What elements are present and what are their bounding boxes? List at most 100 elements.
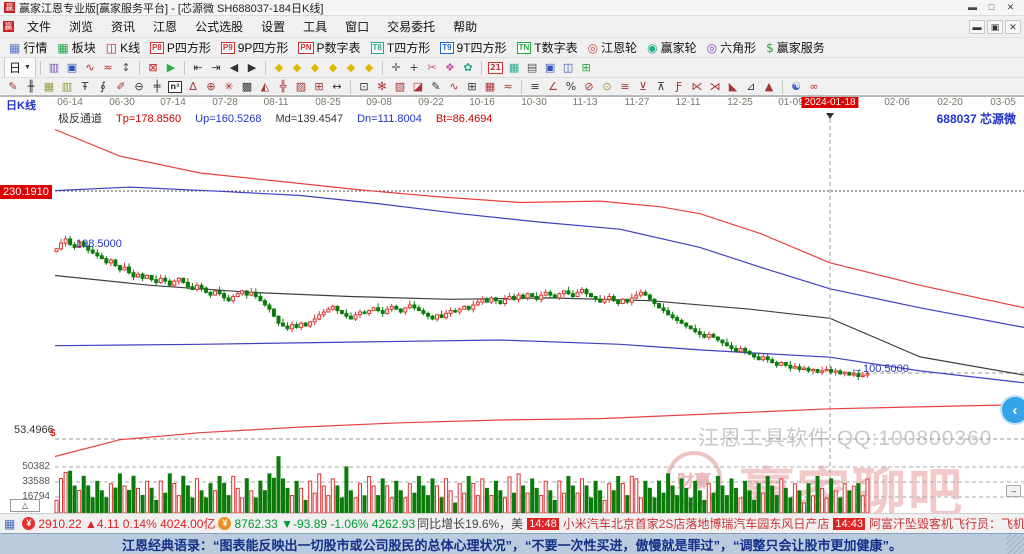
t-square-button[interactable]: T8 T四方形 <box>366 38 436 57</box>
draw-circle-tool[interactable]: ⊖ <box>134 80 144 93</box>
minimize-button[interactable]: ▬ <box>968 2 977 12</box>
p-number-table-button[interactable]: PN P数字表 <box>293 38 365 57</box>
next-bar-button[interactable]: ▶ <box>247 61 257 74</box>
p-square-button[interactable]: P8 P四方形 <box>145 38 216 57</box>
expand-left-button[interactable]: ◆ <box>310 61 320 74</box>
chart-style-candle-button[interactable]: ▥ <box>48 61 60 74</box>
draw-f-tool[interactable]: Ƒ <box>675 80 683 93</box>
draw-curve-tool[interactable]: ∿ <box>449 80 459 93</box>
sz-index-quote[interactable]: 8762.33 ▼-93.89 -1.06% 4262.93 <box>234 516 416 531</box>
draw-ltimes-tool[interactable]: ⋉ <box>691 80 703 93</box>
menu-item-5[interactable]: 设置 <box>261 20 286 34</box>
swing-tool-button[interactable]: ≈ <box>103 61 113 74</box>
magnet-tool-button[interactable]: ❖ <box>445 61 455 74</box>
draw-hatch-tool[interactable]: ▨ <box>295 80 307 93</box>
calculator-button[interactable]: ▦ <box>508 61 520 74</box>
draw-rtimes-tool[interactable]: ⋊ <box>709 80 721 93</box>
save-as-button[interactable]: ◫ <box>562 61 574 74</box>
draw-cycle-tool[interactable]: ⊘ <box>584 80 594 93</box>
cut-tool-button[interactable]: ✂ <box>427 61 437 74</box>
menu-item-6[interactable]: 工具 <box>303 20 328 34</box>
sectors-button[interactable]: ▦ 板块 <box>52 38 100 57</box>
winner-wheel-button[interactable]: ◉ 赢家轮 <box>642 38 702 57</box>
draw-parallel-tool[interactable]: ≈ <box>503 80 513 93</box>
draw-fork-down-tool[interactable]: ⊼ <box>656 80 666 93</box>
draw-mesh-tool[interactable]: ▦ <box>484 80 496 93</box>
menu-item-4[interactable]: 公式选股 <box>195 20 244 34</box>
draw-pen-tool[interactable]: ✎ <box>8 80 18 93</box>
updown-tool-button[interactable]: ↕ <box>121 61 131 74</box>
draw-congruence-tool[interactable]: ≅ <box>620 80 630 93</box>
draw-angle-tool[interactable]: ∆ <box>189 80 197 93</box>
sh-index-quote[interactable]: 2910.22 ▲4.11 0.14% 4024.00亿 <box>38 517 216 531</box>
draw-n2-tool[interactable]: n² <box>166 79 184 95</box>
t-number-table-button[interactable]: TN T数字表 <box>512 38 583 57</box>
draw-span-tool[interactable]: ↔ <box>332 80 342 93</box>
menu-item-2[interactable]: 资讯 <box>111 20 136 34</box>
hexagon-button[interactable]: ◎ 六角形 <box>702 38 762 57</box>
trend-line-button[interactable]: ∿ <box>85 61 95 74</box>
market-quotes-button[interactable]: ▦ 行情 <box>4 38 52 57</box>
draw-cross-grid-tool[interactable]: ╬ <box>279 80 287 93</box>
draw-grid-tool[interactable]: ╫ <box>27 80 35 93</box>
draw-wave-tool[interactable]: ◭ <box>260 80 270 93</box>
export-button[interactable]: ⊞ <box>581 61 591 74</box>
menu-item-8[interactable]: 交易委托 <box>387 20 436 34</box>
delete-tool-button[interactable]: ⊠ <box>148 61 158 74</box>
draw-fill-tool[interactable]: ▧ <box>394 80 406 93</box>
mdi-restore-button[interactable]: ▣ <box>987 19 1003 34</box>
winner-service-button[interactable]: $ 赢家服务 <box>761 38 830 57</box>
resize-grip[interactable] <box>1006 534 1024 554</box>
draw-rect-tool[interactable]: ⊡ <box>359 80 369 93</box>
market-grid-icon[interactable]: ▦ <box>4 516 16 531</box>
save-button[interactable]: ▣ <box>544 61 556 74</box>
maximize-button[interactable]: □ <box>988 2 995 12</box>
scroll-right-button[interactable]: → <box>1006 485 1021 497</box>
expand-x-button[interactable]: ◆ <box>364 61 374 74</box>
draw-box-grid-tool[interactable]: ⊞ <box>314 80 324 93</box>
zoom-out-button[interactable]: ◆ <box>274 61 284 74</box>
flag-tool-button[interactable]: ▶ <box>166 61 176 74</box>
draw-gann-circle-tool[interactable]: ⊕ <box>206 80 216 93</box>
first-page-button[interactable]: ⇤ <box>193 61 203 74</box>
menu-item-7[interactable]: 窗口 <box>345 20 370 34</box>
menu-item-9[interactable]: 帮助 <box>453 20 478 34</box>
paint-tool-button[interactable]: ✿ <box>463 61 473 74</box>
draw-tri-tool[interactable]: ▲ <box>764 80 774 93</box>
draw-wedge-tool[interactable]: ◣ <box>728 80 738 93</box>
draw-spiral-tool[interactable]: ∮ <box>100 80 106 93</box>
infinity-tool[interactable]: ∞ <box>809 80 819 93</box>
menu-item-3[interactable]: 江恩 <box>153 20 178 34</box>
draw-shade-tool[interactable]: ▩ <box>241 80 253 93</box>
draw-corner-tool[interactable]: ◪ <box>412 80 424 93</box>
draw-levels-tool[interactable]: ≡ <box>530 80 540 93</box>
menu-item-0[interactable]: 文件 <box>27 20 52 34</box>
volume-expand-button[interactable]: △ <box>10 499 40 512</box>
crosshair-tool-button[interactable]: + <box>409 61 419 74</box>
expand-right-button[interactable]: ◆ <box>328 61 338 74</box>
draw-fib-tool[interactable]: Ŧ <box>81 80 89 93</box>
draw-ruler-tool[interactable]: ╪ <box>153 80 161 93</box>
draw-fork-up-tool[interactable]: ⊻ <box>638 80 648 93</box>
9p-square-button[interactable]: P9 9P四方形 <box>216 38 293 57</box>
draw-percent-tool[interactable]: % <box>565 80 577 93</box>
draw-target-tool[interactable]: ⊙ <box>602 80 612 93</box>
prev-bar-button[interactable]: ◀ <box>229 61 239 74</box>
draw-angle2-tool[interactable]: ∠ <box>548 80 558 93</box>
notepad-button[interactable]: ▤ <box>526 61 538 74</box>
gann-wheel-button[interactable]: ◎ 江恩轮 <box>583 38 643 57</box>
yinyang-tool[interactable]: ☯ <box>791 80 801 93</box>
last-page-button[interactable]: ⇥ <box>211 61 221 74</box>
compress-x-button[interactable]: ◆ <box>346 61 356 74</box>
hand-tool-button[interactable]: ✛ <box>391 61 401 74</box>
mdi-minimize-button[interactable]: ▬ <box>969 19 985 34</box>
kline-chart-canvas[interactable] <box>0 109 1024 513</box>
menu-item-1[interactable]: 浏览 <box>69 20 94 34</box>
9t-square-button[interactable]: T9 9T四方形 <box>435 38 511 57</box>
zoom-in-button[interactable]: ◆ <box>292 61 302 74</box>
kline-button[interactable]: ◫ K线 <box>101 38 145 57</box>
draw-line-tool[interactable]: ✎ <box>431 80 441 93</box>
draw-star-tool[interactable]: ✳ <box>224 80 234 93</box>
mdi-close-button[interactable]: ✕ <box>1005 19 1021 34</box>
draw-right-tri-tool[interactable]: ⊿ <box>746 80 756 93</box>
